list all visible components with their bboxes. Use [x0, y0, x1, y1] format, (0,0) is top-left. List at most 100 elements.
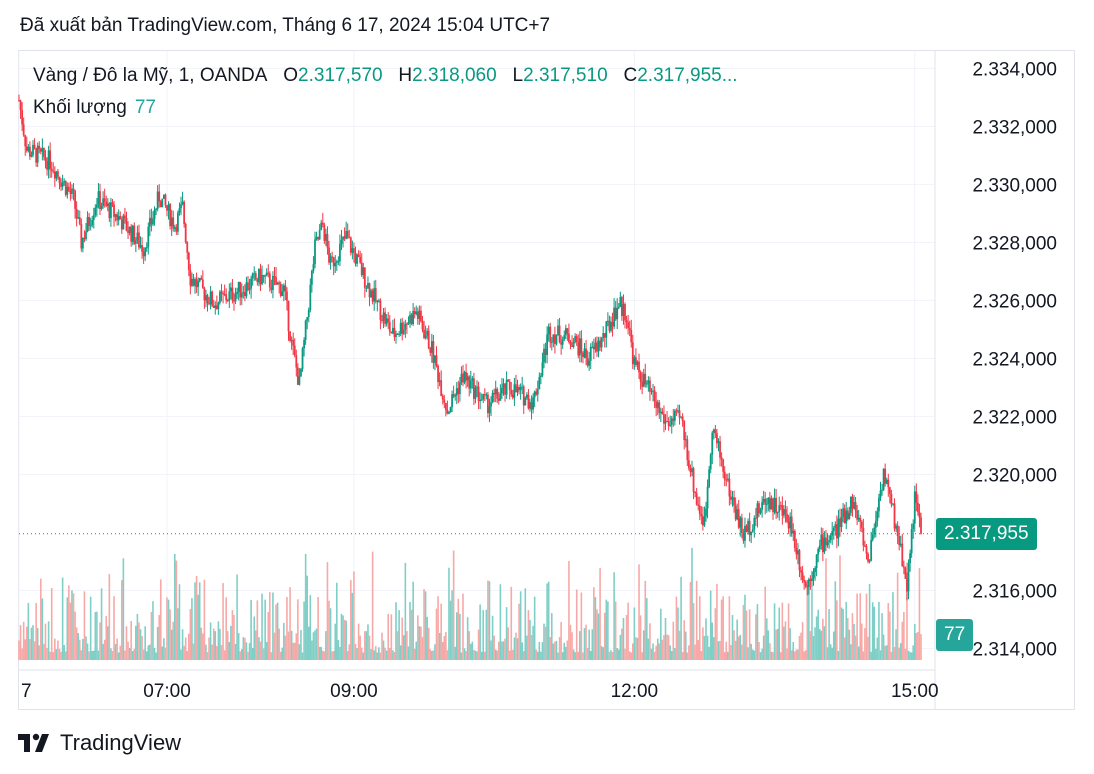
candle-body — [43, 147, 45, 157]
volume-bar — [460, 652, 463, 660]
volume-bar — [482, 610, 485, 660]
candle-body — [772, 498, 774, 513]
volume-bar — [373, 650, 375, 660]
volume-bar — [69, 602, 72, 660]
candle-body — [261, 275, 263, 285]
volume-bar — [29, 639, 31, 660]
volume-bar — [519, 591, 522, 660]
volume-bar — [555, 640, 558, 660]
volume-label[interactable]: Khối lượng — [33, 97, 127, 118]
candle-body — [603, 333, 606, 338]
volume-bar — [589, 651, 592, 660]
volume-bar — [432, 650, 435, 660]
volume-bar — [680, 576, 682, 660]
volume-bar — [529, 619, 531, 660]
volume-bar — [535, 649, 538, 660]
low-value: 2.317,510 — [523, 65, 608, 86]
volume-bar — [762, 635, 765, 660]
volume-bar — [357, 623, 360, 660]
candle-body — [356, 254, 358, 264]
candle-body — [591, 346, 594, 348]
footer-brand[interactable]: TradingView — [18, 730, 181, 756]
volume-bar — [197, 594, 199, 660]
candle-body — [882, 468, 885, 490]
volume-bar — [512, 649, 514, 660]
volume-bar — [267, 612, 270, 660]
volume-bar — [236, 574, 238, 660]
volume-bar — [85, 636, 87, 660]
volume-bar — [256, 600, 259, 660]
candle-body — [555, 335, 558, 344]
volume-bar — [507, 627, 509, 660]
candle-body — [44, 156, 47, 162]
symbol-label[interactable]: Vàng / Đô la Mỹ, 1, OANDA — [33, 65, 268, 86]
volume-bar — [825, 558, 827, 660]
volume-bar — [278, 628, 280, 660]
volume-bar — [588, 629, 590, 660]
candle-body — [346, 230, 349, 238]
candle-body — [825, 537, 827, 546]
volume-bar — [708, 646, 710, 660]
volume-bar — [144, 626, 146, 660]
candle-body — [430, 341, 433, 353]
candle-body — [524, 397, 527, 406]
candle-body — [910, 529, 913, 554]
candle-body — [141, 245, 143, 252]
volume-bar — [808, 585, 810, 660]
volume-bar — [533, 596, 536, 660]
volume-bar — [469, 643, 472, 660]
volume-bar — [289, 587, 291, 660]
candle-body — [379, 300, 382, 320]
candle-body — [716, 433, 718, 444]
candle-body — [610, 321, 612, 331]
volume-bar — [865, 593, 868, 660]
candle-body — [27, 146, 30, 151]
candle-body — [337, 261, 340, 263]
candle-body — [284, 285, 287, 292]
high-value: 2.318,060 — [412, 65, 497, 86]
volume-bar — [353, 571, 355, 660]
volume-bar — [367, 624, 369, 660]
candle-body — [95, 204, 98, 208]
volume-bar — [697, 640, 700, 660]
candle-body — [33, 144, 36, 149]
candle-body — [131, 225, 134, 242]
volume-bar — [225, 597, 227, 660]
volume-bar — [543, 623, 545, 660]
volume-bar — [340, 613, 343, 660]
volume-bar — [309, 595, 312, 660]
candle-body — [574, 336, 577, 342]
volume-bar — [508, 650, 511, 660]
candle-body — [371, 290, 374, 302]
volume-bar — [22, 621, 25, 660]
volume-bar — [586, 648, 589, 660]
volume-bar — [694, 644, 696, 660]
candle-body — [321, 222, 324, 225]
volume-bar — [395, 602, 397, 660]
candle-body — [893, 503, 896, 529]
candle-body — [314, 239, 316, 265]
candle-body — [859, 517, 862, 522]
volume-bar — [451, 590, 453, 660]
candle-body — [726, 478, 729, 480]
candle-body — [860, 521, 863, 528]
x-tick-label: 12:00 — [611, 681, 659, 702]
volume-bar — [318, 646, 321, 660]
candle-body — [301, 348, 304, 369]
volume-bar — [483, 651, 486, 660]
candle-body — [753, 517, 756, 530]
candle-body — [64, 180, 67, 195]
candle-body — [472, 378, 475, 399]
volume-bar — [610, 650, 612, 660]
candle-body — [499, 393, 502, 401]
volume-bar — [811, 588, 813, 660]
volume-bar — [445, 631, 447, 660]
volume-bar — [681, 652, 684, 660]
volume-bar — [822, 618, 824, 660]
volume-bar — [711, 622, 714, 660]
volume-bar — [756, 604, 759, 660]
volume-bar — [572, 649, 575, 660]
candle-body — [628, 328, 631, 330]
candle-body — [793, 530, 796, 548]
